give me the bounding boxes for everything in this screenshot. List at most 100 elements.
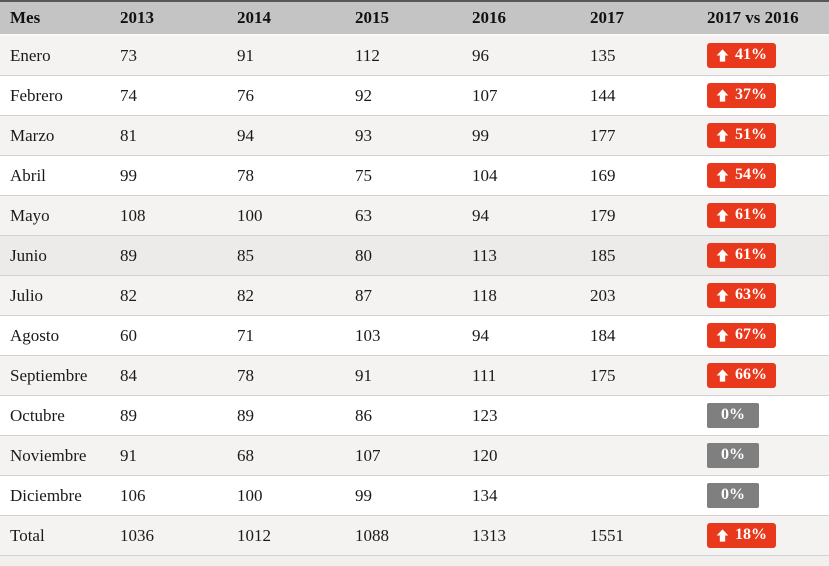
change-percentage-label: 41%	[735, 46, 767, 63]
value-cell-2016: 96	[462, 35, 580, 76]
arrow-up-icon	[716, 328, 729, 342]
month-cell: Diciembre	[0, 475, 110, 516]
change-percentage-label: 54%	[735, 166, 767, 183]
month-cell: Marzo	[0, 115, 110, 156]
column-header-2017: 2017	[580, 0, 697, 36]
value-cell-2014: 68	[227, 435, 345, 476]
value-cell-2013: 74	[110, 75, 227, 116]
month-cell: Octubre	[0, 395, 110, 436]
value-cell-2015: 93	[345, 115, 462, 156]
change-percentage-label: 66%	[735, 366, 767, 383]
value-cell-2013: 60	[110, 315, 227, 356]
value-cell-2017: 203	[580, 275, 697, 316]
change-badge: 0%	[707, 483, 759, 508]
value-cell-2015: 63	[345, 195, 462, 236]
value-cell-2016: 94	[462, 195, 580, 236]
value-cell-2014: 1012	[227, 515, 345, 556]
change-cell: 18%	[697, 515, 829, 556]
value-cell-2015: 112	[345, 35, 462, 76]
change-percentage-label: 61%	[735, 246, 767, 263]
month-cell: Total	[0, 515, 110, 556]
column-header-mes: Mes	[0, 0, 110, 36]
value-cell-2017: 135	[580, 35, 697, 76]
value-cell-2014: 91	[227, 35, 345, 76]
change-badge: 37%	[707, 83, 776, 108]
change-cell: 0%	[697, 395, 829, 436]
value-cell-2016: 111	[462, 355, 580, 396]
month-cell: Noviembre	[0, 435, 110, 476]
value-cell-2015: 80	[345, 235, 462, 276]
arrow-up-icon	[716, 208, 729, 222]
value-cell-2017: 1551	[580, 515, 697, 556]
table-row-abril: Abril 99 78 75 104 169 54%	[0, 155, 829, 196]
arrow-up-icon	[716, 288, 729, 302]
value-cell-2013: 99	[110, 155, 227, 196]
value-cell-2017: 144	[580, 75, 697, 116]
month-cell: Agosto	[0, 315, 110, 356]
table-row-enero: Enero 73 91 112 96 135 41%	[0, 35, 829, 76]
month-cell: Septiembre	[0, 355, 110, 396]
change-cell: 63%	[697, 275, 829, 316]
change-badge: 67%	[707, 323, 776, 348]
change-cell: 61%	[697, 195, 829, 236]
change-badge: 63%	[707, 283, 776, 308]
month-cell: Mayo	[0, 195, 110, 236]
table-row-febrero: Febrero 74 76 92 107 144 37%	[0, 75, 829, 116]
value-cell-2013: 106	[110, 475, 227, 516]
change-cell: 66%	[697, 355, 829, 396]
change-percentage-label: 0%	[721, 406, 745, 423]
change-cell: 0%	[697, 475, 829, 516]
change-badge: 0%	[707, 403, 759, 428]
value-cell-2013: 73	[110, 35, 227, 76]
change-cell: 67%	[697, 315, 829, 356]
column-header-2017-vs-2016: 2017 vs 2016	[697, 0, 829, 36]
value-cell-2013: 91	[110, 435, 227, 476]
value-cell-2015: 92	[345, 75, 462, 116]
value-cell-2015: 75	[345, 155, 462, 196]
change-percentage-label: 0%	[721, 486, 745, 503]
value-cell-2017: 185	[580, 235, 697, 276]
table-row-agosto: Agosto 60 71 103 94 184 67%	[0, 315, 829, 356]
value-cell-2013: 89	[110, 395, 227, 436]
month-cell: Enero	[0, 35, 110, 76]
table-row-junio: Junio 89 85 80 113 185 61%	[0, 235, 829, 276]
arrow-up-icon	[716, 368, 729, 382]
change-percentage-label: 18%	[735, 526, 767, 543]
value-cell-2015: 107	[345, 435, 462, 476]
value-cell-2016: 123	[462, 395, 580, 436]
change-percentage-label: 61%	[735, 206, 767, 223]
value-cell-2015: 1088	[345, 515, 462, 556]
change-badge: 51%	[707, 123, 776, 148]
value-cell-2017: 169	[580, 155, 697, 196]
header-row: Mes 2013 2014 2015 2016 2017 2017 vs 2016	[0, 0, 829, 36]
value-cell-2016: 118	[462, 275, 580, 316]
value-cell-2017: 179	[580, 195, 697, 236]
change-badge: 41%	[707, 43, 776, 68]
value-cell-2014: 89	[227, 395, 345, 436]
arrow-up-icon	[716, 88, 729, 102]
value-cell-2013: 82	[110, 275, 227, 316]
value-cell-2014: 82	[227, 275, 345, 316]
value-cell-2015: 86	[345, 395, 462, 436]
change-percentage-label: 67%	[735, 326, 767, 343]
value-cell-2017: 184	[580, 315, 697, 356]
arrow-up-icon	[716, 48, 729, 62]
value-cell-2017	[580, 435, 697, 476]
value-cell-2014: 78	[227, 155, 345, 196]
month-cell: Abril	[0, 155, 110, 196]
change-badge: 61%	[707, 203, 776, 228]
change-cell: 0%	[697, 435, 829, 476]
value-cell-2017	[580, 395, 697, 436]
value-cell-2016: 107	[462, 75, 580, 116]
table-row-julio: Julio 82 82 87 118 203 63%	[0, 275, 829, 316]
change-badge: 18%	[707, 523, 776, 548]
value-cell-2016: 1313	[462, 515, 580, 556]
column-header-2016: 2016	[462, 0, 580, 36]
value-cell-2016: 113	[462, 235, 580, 276]
change-cell: 54%	[697, 155, 829, 196]
column-header-2014: 2014	[227, 0, 345, 36]
table-row-noviembre: Noviembre 91 68 107 120 0%	[0, 435, 829, 476]
change-cell: 61%	[697, 235, 829, 276]
table-row-mayo: Mayo 108 100 63 94 179 61%	[0, 195, 829, 236]
